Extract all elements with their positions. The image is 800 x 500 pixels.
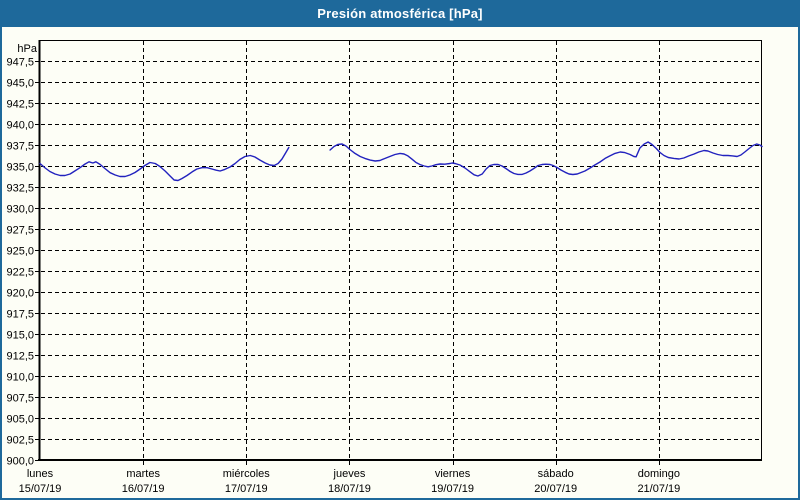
y-tick-label: 932,5 [6, 183, 34, 195]
day-date-label: 15/07/19 [19, 483, 62, 495]
y-tick-label: 927,5 [6, 225, 34, 237]
day-date-label: 19/07/19 [431, 483, 474, 495]
pressure-series-segment [39, 146, 290, 182]
day-name-label: domingo [638, 468, 680, 480]
y-axis-labels: 947,5 945,0 942,5 940,0 937,5 935,0 932,5 930,0… [6, 57, 34, 468]
day-name-label: sábado [538, 468, 574, 480]
grid-lines [35, 41, 761, 465]
y-tick-label: 935,0 [6, 162, 34, 174]
day-date-label: 17/07/19 [225, 483, 268, 495]
x-axis-labels: lunes 15/07/19 martes 16/07/19 miércoles 17/0… [19, 468, 681, 495]
y-tick-label: 930,0 [6, 204, 34, 216]
y-tick-label: 902,5 [6, 435, 34, 447]
y-tick-label: 900,0 [6, 456, 34, 468]
y-axis-unit-label: hPa [17, 43, 37, 55]
pressure-series-segment [329, 141, 763, 177]
pressure-series [39, 141, 763, 182]
y-tick-label: 942,5 [6, 99, 34, 111]
day-name-label: viernes [435, 468, 471, 480]
day-date-label: 21/07/19 [637, 483, 680, 495]
day-date-label: 18/07/19 [328, 483, 371, 495]
y-tick-label: 945,0 [6, 78, 34, 90]
day-name-label: martes [126, 468, 160, 480]
day-date-label: 16/07/19 [122, 483, 165, 495]
y-tick-label: 915,0 [6, 330, 34, 342]
plot-frame [38, 40, 762, 461]
y-tick-label: 917,5 [6, 309, 34, 321]
day-name-label: lunes [27, 468, 54, 480]
window-title: Presión atmosférica [hPa] [317, 6, 483, 21]
y-tick-label: 925,0 [6, 246, 34, 258]
y-tick-label: 910,0 [6, 372, 34, 384]
window-titlebar: Presión atmosférica [hPa] [0, 0, 800, 27]
day-date-label: 20/07/19 [534, 483, 577, 495]
y-tick-label: 937,5 [6, 141, 34, 153]
y-tick-label: 920,0 [6, 288, 34, 300]
y-tick-label: 912,5 [6, 351, 34, 363]
y-tick-label: 907,5 [6, 393, 34, 405]
day-name-label: jueves [333, 468, 366, 480]
y-tick-label: 940,0 [6, 120, 34, 132]
day-name-label: miércoles [223, 468, 271, 480]
y-tick-label: 947,5 [6, 57, 34, 69]
y-tick-label: 905,0 [6, 414, 34, 426]
y-tick-label: 922,5 [6, 267, 34, 279]
